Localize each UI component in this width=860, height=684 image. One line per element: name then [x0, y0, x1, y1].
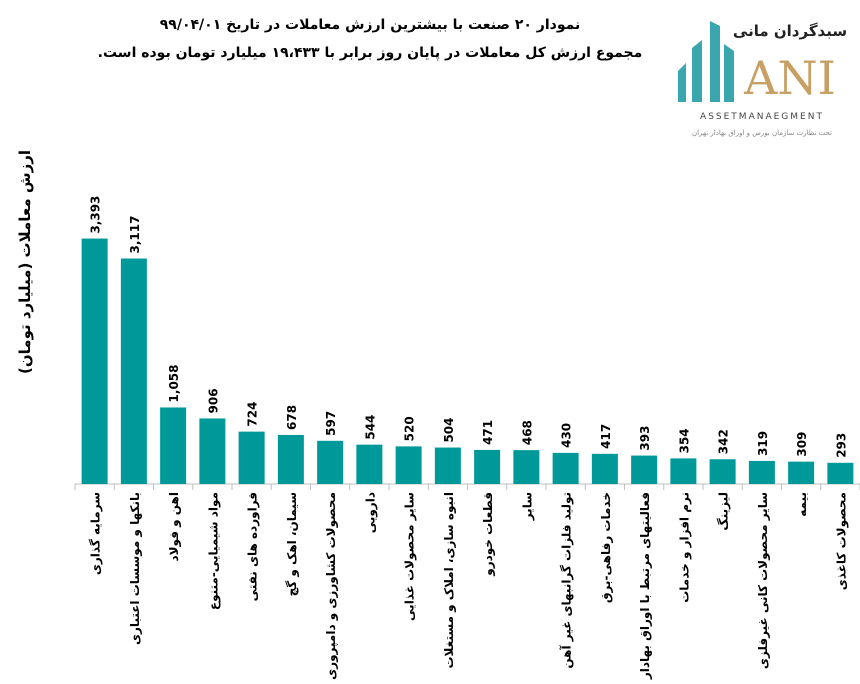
value-label: 293	[834, 433, 848, 458]
bar	[631, 455, 658, 484]
value-label: 319	[756, 431, 770, 456]
value-label: 906	[206, 388, 220, 413]
value-label: 678	[285, 405, 299, 430]
value-label: 309	[795, 432, 809, 457]
chart-title: نمودار ۲۰ صنعت با بیشترین ارزش معاملات د…	[159, 17, 581, 33]
value-label: 544	[363, 415, 377, 440]
value-label: 520	[403, 416, 417, 441]
value-label: 342	[717, 429, 731, 454]
bar	[709, 459, 736, 484]
bar	[434, 447, 461, 484]
bar	[120, 258, 147, 484]
bar	[356, 444, 383, 484]
category-label: سایر	[520, 492, 534, 521]
value-label: 354	[677, 428, 691, 453]
logo-mark: ANI	[743, 51, 836, 105]
value-label: 3,117	[128, 216, 142, 254]
category-label: انبوه سازی، املاک و مستغلات	[442, 492, 457, 669]
logo-bar-1	[678, 63, 686, 102]
logo-bar-2	[692, 40, 702, 102]
bar	[513, 450, 540, 484]
logo-tagline: ASSETMANAEGMENT	[700, 112, 824, 122]
bar	[238, 431, 265, 484]
category-label: محصولات کاغذی	[834, 492, 849, 590]
chart-subtitle: مجموع ارزش کل معاملات در پایان روز برابر…	[97, 45, 643, 61]
logo-name: سبدگردان مانی	[733, 22, 847, 40]
value-label: 1,058	[167, 364, 181, 402]
logo-bar-3	[710, 21, 720, 102]
category-label: سیمان، اهک و گچ	[285, 492, 300, 596]
bar	[552, 452, 579, 484]
bar	[474, 449, 501, 484]
value-label: 393	[638, 426, 652, 451]
bar	[591, 453, 618, 484]
value-label: 724	[246, 402, 260, 427]
category-label: بیمه	[795, 492, 809, 517]
value-label: 471	[481, 420, 495, 445]
bar	[317, 440, 344, 484]
category-label: سرمایه گذاری	[89, 492, 103, 575]
bar	[395, 446, 422, 484]
category-label: محصولات کشاورزی و دامپروری	[324, 492, 339, 680]
category-label: دارویی	[363, 492, 378, 533]
category-label: تولید فلزات گرانبهای غیر آهن	[559, 492, 575, 669]
bar	[199, 418, 226, 484]
value-label: 468	[520, 420, 534, 445]
bar	[160, 407, 187, 484]
y-axis-label: ارزش معاملات (میلیارد تومان)	[16, 150, 34, 374]
category-label: سایر محصولات کانی غیرفلزی	[756, 492, 771, 669]
category-label: سایر محصولات غذایی	[403, 492, 418, 621]
category-label: لیزینگ	[717, 492, 731, 531]
category-label: بانکها و موسسات اعتباری	[128, 492, 143, 645]
value-label: 504	[442, 417, 456, 442]
category-label: مواد شیمیایی-متنوع	[206, 492, 221, 610]
category-label: قطعات خودرو	[481, 492, 496, 577]
category-label: فراورده های نفتی	[246, 492, 261, 601]
bar	[81, 238, 108, 484]
value-label: 3,393	[89, 196, 103, 234]
category-label: نرم افزار و خدمات	[677, 492, 692, 603]
category-label: اهن و فولاد	[167, 492, 182, 562]
category-label: فعالیتهای مرتبط با اوراق بهادار	[638, 492, 653, 680]
bar	[670, 458, 697, 484]
value-label: 430	[560, 423, 574, 448]
bar	[748, 460, 775, 484]
logo-subtext: تحت نظارت سازمان بورس و اوراق بهادار تهر…	[692, 129, 832, 137]
mani-logo: سبدگردان مانی ANI ASSETMANAEGMENT تحت نظ…	[678, 21, 847, 137]
value-label: 597	[324, 411, 338, 436]
bar	[788, 461, 815, 484]
value-label: 417	[599, 424, 613, 449]
bar	[277, 434, 304, 484]
logo-bar-4	[724, 44, 734, 102]
category-label: خدمات رفاهی-برق	[599, 492, 613, 603]
bar	[827, 462, 854, 484]
